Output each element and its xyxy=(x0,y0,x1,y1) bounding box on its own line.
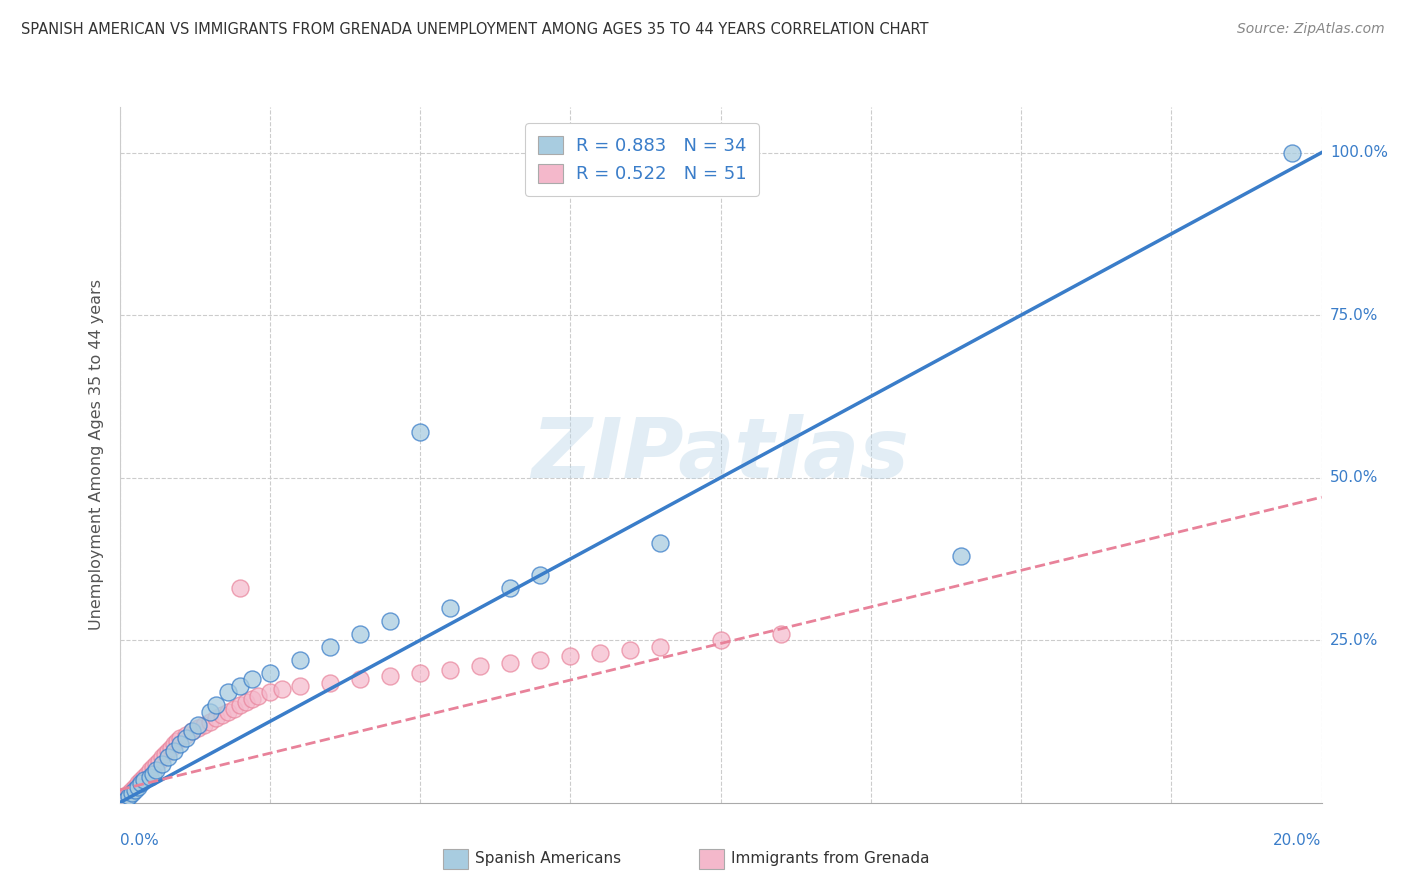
Point xyxy=(529,568,551,582)
Point xyxy=(150,756,173,771)
Text: Immigrants from Grenada: Immigrants from Grenada xyxy=(731,852,929,866)
Point xyxy=(124,782,146,797)
Point xyxy=(142,766,165,780)
Point xyxy=(439,600,461,615)
Point xyxy=(439,663,461,677)
Point xyxy=(127,776,149,790)
Text: 0.0%: 0.0% xyxy=(120,833,159,848)
Point xyxy=(1281,145,1303,160)
Point xyxy=(499,656,522,670)
Point xyxy=(187,721,209,735)
Point xyxy=(166,734,188,748)
Point xyxy=(187,718,209,732)
Point xyxy=(169,731,191,745)
Point xyxy=(129,772,152,787)
Point xyxy=(211,708,233,723)
Point xyxy=(217,705,239,719)
Text: Source: ZipAtlas.com: Source: ZipAtlas.com xyxy=(1237,22,1385,37)
Point xyxy=(117,786,139,800)
Point xyxy=(174,727,197,741)
Y-axis label: Unemployment Among Ages 35 to 44 years: Unemployment Among Ages 35 to 44 years xyxy=(89,279,104,631)
Point xyxy=(259,685,281,699)
Point xyxy=(142,760,165,774)
Point xyxy=(378,669,401,683)
Point xyxy=(204,711,226,725)
Point xyxy=(127,780,149,794)
Point xyxy=(409,425,432,439)
Text: 100.0%: 100.0% xyxy=(1330,145,1388,160)
Point xyxy=(349,672,371,686)
Point xyxy=(198,705,221,719)
Point xyxy=(111,792,134,806)
Point xyxy=(159,740,181,755)
Point xyxy=(180,724,202,739)
Text: 50.0%: 50.0% xyxy=(1330,470,1378,485)
Point xyxy=(619,643,641,657)
Point xyxy=(145,764,167,778)
Point xyxy=(529,653,551,667)
Point xyxy=(138,770,160,784)
Point xyxy=(145,756,167,771)
Point xyxy=(470,659,492,673)
Point xyxy=(319,640,342,654)
Point xyxy=(217,685,239,699)
Point xyxy=(162,744,184,758)
Point xyxy=(138,764,160,778)
Point xyxy=(135,766,157,780)
Point xyxy=(589,646,612,660)
Legend: R = 0.883   N = 34, R = 0.522   N = 51: R = 0.883 N = 34, R = 0.522 N = 51 xyxy=(526,123,759,196)
Point xyxy=(319,675,342,690)
Point xyxy=(259,665,281,680)
Point xyxy=(228,698,252,713)
Point xyxy=(709,633,731,648)
Point xyxy=(288,653,311,667)
Point xyxy=(409,665,432,680)
Point xyxy=(349,626,371,640)
Point xyxy=(240,672,263,686)
Point xyxy=(156,750,179,764)
Point xyxy=(114,789,136,804)
Point xyxy=(499,581,522,595)
Point xyxy=(950,549,973,563)
Point xyxy=(132,772,155,787)
Point xyxy=(148,754,170,768)
Point xyxy=(114,792,136,806)
Point xyxy=(288,679,311,693)
Point xyxy=(222,701,245,715)
Text: SPANISH AMERICAN VS IMMIGRANTS FROM GRENADA UNEMPLOYMENT AMONG AGES 35 TO 44 YEA: SPANISH AMERICAN VS IMMIGRANTS FROM GREN… xyxy=(21,22,928,37)
Point xyxy=(560,649,582,664)
Text: 20.0%: 20.0% xyxy=(1274,833,1322,848)
Point xyxy=(132,770,155,784)
Point xyxy=(228,581,252,595)
Point xyxy=(150,750,173,764)
Point xyxy=(270,681,292,696)
Point xyxy=(240,691,263,706)
Point xyxy=(124,780,146,794)
Point xyxy=(180,724,202,739)
Point xyxy=(169,737,191,751)
Point xyxy=(153,747,176,761)
Point xyxy=(121,782,143,797)
Point xyxy=(650,640,672,654)
Text: 25.0%: 25.0% xyxy=(1330,632,1378,648)
Point xyxy=(198,714,221,729)
Point xyxy=(117,789,139,804)
Point xyxy=(121,786,143,800)
Point xyxy=(174,731,197,745)
Point xyxy=(650,535,672,549)
Point xyxy=(235,695,257,709)
Point xyxy=(129,776,152,790)
Point xyxy=(162,737,184,751)
Point xyxy=(193,718,215,732)
Point xyxy=(246,689,269,703)
Text: 75.0%: 75.0% xyxy=(1330,308,1378,323)
Text: Spanish Americans: Spanish Americans xyxy=(475,852,621,866)
Text: ZIPatlas: ZIPatlas xyxy=(531,415,910,495)
Point xyxy=(204,698,226,713)
Point xyxy=(156,744,179,758)
Point xyxy=(769,626,792,640)
Point xyxy=(228,679,252,693)
Point xyxy=(378,614,401,628)
